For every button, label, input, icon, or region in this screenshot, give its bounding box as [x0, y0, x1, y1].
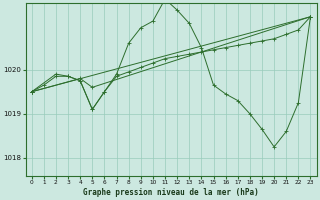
X-axis label: Graphe pression niveau de la mer (hPa): Graphe pression niveau de la mer (hPa) [83, 188, 259, 197]
